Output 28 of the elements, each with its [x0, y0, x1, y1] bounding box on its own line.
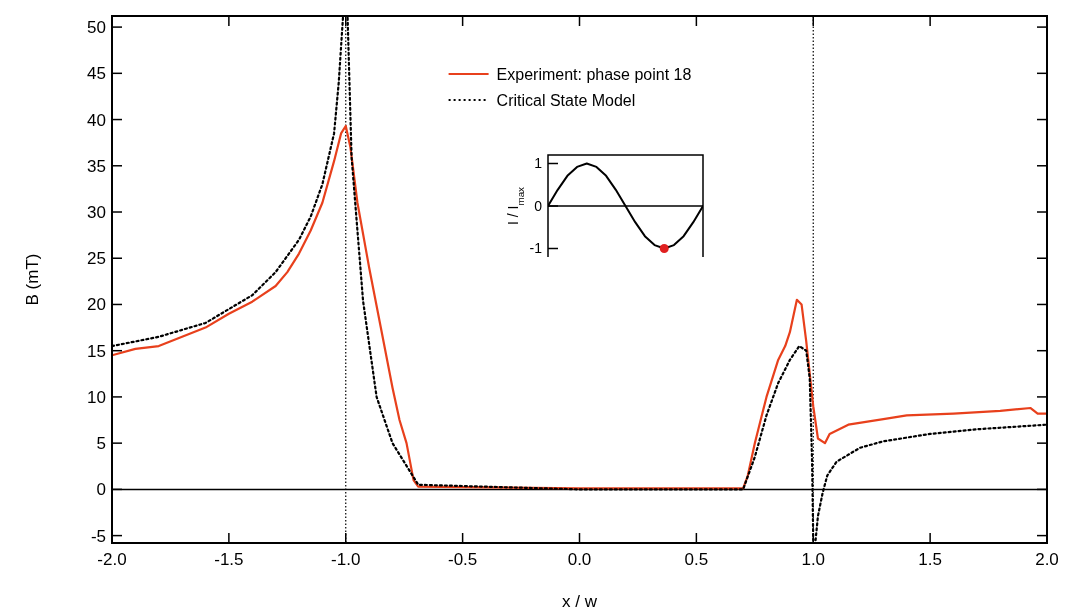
legend-label: Critical State Model	[496, 91, 636, 109]
x-tick-label: 2.0	[1035, 550, 1059, 569]
y-tick-label: 30	[87, 202, 106, 222]
y-tick-label: 35	[87, 156, 106, 176]
x-tick-label: 0.0	[567, 550, 592, 569]
y-tick-label: 50	[87, 18, 106, 38]
y-tick-label: 0	[534, 197, 543, 214]
y-tick-label: 40	[87, 110, 106, 130]
x-tick-label: -1.5	[214, 550, 244, 569]
x-tick-label: 1.5	[918, 550, 942, 569]
x-axis-title: x / w	[562, 592, 598, 611]
x-tick-label: -2.0	[97, 550, 127, 569]
y-tick-label: 20	[87, 295, 106, 315]
y-tick-label: 45	[87, 64, 106, 84]
legend-label: Experiment: phase point 18	[496, 65, 692, 83]
x-tick-label: 0.5	[684, 550, 709, 569]
x-tick-label: -0.5	[447, 550, 478, 569]
y-tick-label: 1	[534, 155, 543, 172]
y-tick-label: 10	[87, 387, 106, 407]
y-tick-label: 5	[96, 434, 106, 454]
y-tick-label: -1	[529, 240, 543, 257]
y-tick-label: 25	[87, 249, 106, 269]
x-tick-label: -1.0	[331, 550, 361, 569]
x-tick-label: 1.0	[801, 550, 826, 569]
y-tick-label: 15	[87, 341, 106, 361]
y-tick-label: 0	[96, 480, 106, 500]
y-tick-label: -5	[90, 526, 106, 546]
y-axis-title: B (mT)	[23, 253, 42, 306]
